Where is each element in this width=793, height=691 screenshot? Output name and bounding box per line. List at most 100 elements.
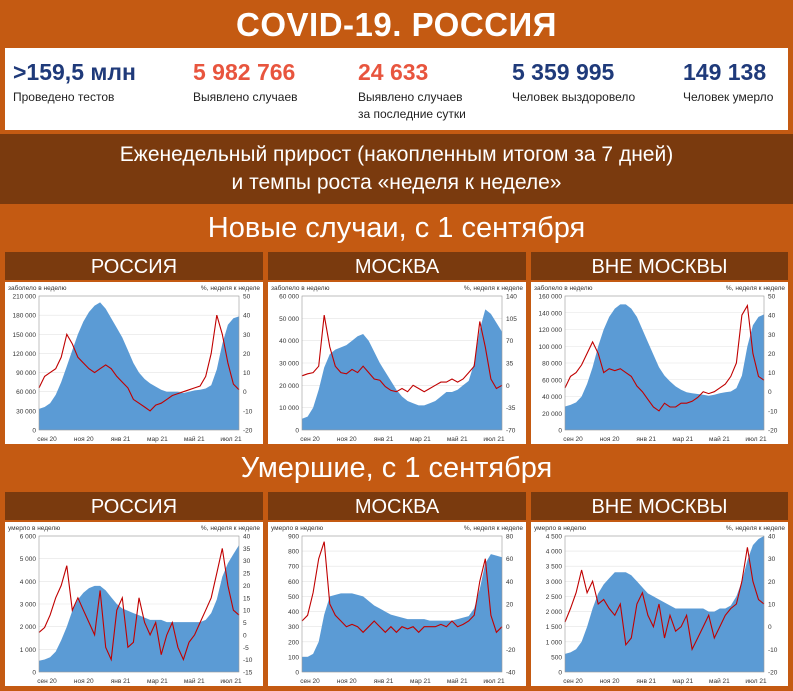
x-tick-label: сен 20: [37, 678, 57, 685]
right-tick-label: 50: [243, 294, 251, 301]
left-axis-label: умерло в неделю: [271, 525, 323, 532]
right-tick-label: 20: [768, 351, 776, 358]
x-tick-label: июл 21: [220, 678, 242, 685]
left-tick-label: 210 000: [13, 294, 37, 301]
right-tick-label: 0: [243, 632, 247, 639]
left-tick-label: 160 000: [539, 294, 563, 301]
left-tick-label: 1 500: [546, 624, 563, 631]
page-title: COVID-19. РОССИЯ: [0, 0, 793, 48]
right-tick-label: 0: [768, 624, 772, 631]
x-tick-label: мар 21: [410, 678, 431, 685]
stat-label: Человек умерло: [683, 90, 774, 104]
left-axis-label: заболело в неделю: [271, 284, 330, 292]
left-tick-label: 0: [295, 428, 299, 435]
chart-russia-deaths: умерло в неделю %, неделя к неделе 0 1 000 2…: [5, 522, 263, 686]
right-tick-label: 20: [506, 602, 514, 609]
left-tick-label: 150 000: [13, 332, 37, 339]
plot-frame: [38, 295, 240, 431]
right-axis-label: %, неделя к неделе: [464, 525, 523, 532]
left-tick-label: 4 500: [546, 534, 563, 541]
x-tick-label: сен 20: [563, 678, 583, 685]
right-tick-label: 20: [768, 579, 776, 586]
right-tick-label: -10: [243, 657, 253, 664]
right-tick-label: 40: [243, 313, 251, 320]
left-tick-label: 30 000: [16, 408, 36, 415]
right-tick-label: 50: [768, 294, 776, 301]
left-tick-label: 100: [288, 654, 299, 661]
x-tick-label: май 21: [184, 435, 205, 443]
right-tick-label: -5: [243, 645, 249, 652]
chart-regions-deaths: умерло в неделю %, неделя к неделе 0 500 1 0…: [531, 522, 788, 686]
left-tick-label: 2 000: [20, 624, 37, 631]
stat-label: Выявлено случаев: [193, 90, 298, 104]
stat-value: >159,5 млн: [13, 59, 136, 85]
stats-panel: >159,5 млн Проведено тестов 5 982 766 Вы…: [5, 48, 788, 130]
left-axis-label: заболело в неделю: [534, 284, 593, 292]
left-tick-label: 200: [288, 639, 299, 646]
right-tick-label: -20: [506, 647, 516, 654]
x-tick-label: май 21: [447, 435, 468, 443]
left-tick-label: 2 500: [546, 594, 563, 601]
series-line-growth: [301, 541, 503, 634]
right-axis-label: %, неделя к неделе: [464, 285, 523, 292]
plot-frame: [301, 535, 503, 673]
left-tick-label: 90 000: [16, 370, 36, 377]
right-tick-label: 40: [243, 534, 251, 541]
panel-title-russia-cases: РОССИЯ: [5, 252, 263, 280]
series-area-cases: [565, 536, 764, 672]
x-tick-label: янв 21: [111, 678, 131, 685]
series-line-growth: [38, 314, 240, 412]
right-axis-label: %, неделя к неделе: [726, 285, 785, 292]
x-tick-label: май 21: [447, 677, 468, 685]
x-tick-label: июл 21: [745, 678, 767, 685]
left-tick-label: 900: [288, 534, 299, 541]
left-tick-label: 0: [32, 428, 36, 435]
chart-svg: заболело в неделю %, неделя к неделе 0 20 0…: [534, 284, 785, 443]
left-tick-label: 1 000: [20, 647, 37, 654]
x-tick-label: ноя 20: [600, 436, 620, 443]
left-tick-label: 20 000: [279, 383, 299, 390]
right-tick-label: -20: [768, 670, 778, 677]
left-tick-label: 60 000: [279, 294, 299, 301]
x-tick-label: янв 21: [111, 436, 131, 443]
subtitle-line-2: и темпы роста «неделя к неделе»: [231, 171, 562, 194]
right-tick-label: -10: [768, 647, 778, 654]
series-line-growth: [38, 548, 240, 662]
series-line-growth: [564, 547, 765, 652]
x-tick-label: сен 20: [300, 678, 320, 685]
left-axis-label: заболело в неделю: [8, 284, 67, 292]
series-line-growth: [301, 315, 503, 393]
x-tick-label: ноя 20: [337, 678, 357, 685]
x-tick-label: май 21: [709, 435, 730, 443]
left-tick-label: 30 000: [279, 361, 299, 368]
left-tick-label: 500: [288, 594, 299, 601]
left-tick-label: 700: [288, 564, 299, 571]
right-tick-label: 70: [506, 338, 514, 345]
chart-regions-cases: заболело в неделю %, неделя к неделе 0 20 0…: [531, 282, 788, 444]
x-tick-label: ноя 20: [74, 436, 94, 443]
left-axis-label: умерло в неделю: [8, 525, 60, 532]
left-tick-label: 0: [558, 428, 562, 435]
right-tick-label: -20: [768, 428, 778, 435]
right-tick-label: -15: [243, 670, 253, 677]
chart-moscow-cases: заболело в неделю %, неделя к неделе 0 10 0…: [268, 282, 526, 444]
x-tick-label: сен 20: [563, 436, 583, 443]
stat-value: 5 982 766: [193, 59, 296, 85]
stat-cases-day: 24 633 Выявлено случаев за последние сут…: [358, 58, 466, 123]
left-tick-label: 0: [32, 670, 36, 677]
panel-title-regions-cases: ВНЕ МОСКВЫ: [531, 252, 788, 280]
x-tick-label: июл 21: [483, 436, 505, 443]
left-tick-label: 3 500: [546, 564, 563, 571]
left-tick-label: 0: [295, 670, 299, 677]
x-tick-label: мар 21: [672, 678, 693, 685]
left-tick-label: 180 000: [13, 313, 37, 320]
x-tick-label: май 21: [709, 677, 730, 685]
right-tick-label: 0: [768, 389, 772, 396]
right-tick-label: 15: [243, 595, 251, 602]
x-tick-label: янв 21: [374, 436, 394, 443]
x-tick-label: ноя 20: [600, 678, 620, 685]
x-tick-label: май 21: [184, 677, 205, 685]
right-axis-label: %, неделя к неделе: [726, 525, 785, 532]
left-tick-label: 60 000: [16, 389, 36, 396]
right-tick-label: 10: [768, 602, 776, 609]
